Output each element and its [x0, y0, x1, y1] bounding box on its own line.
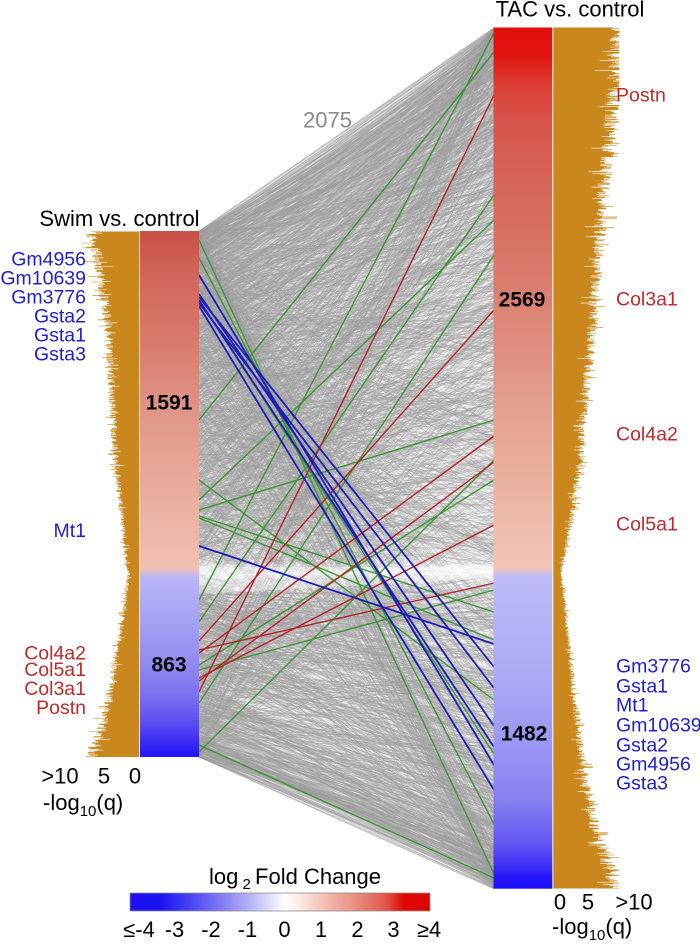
svg-text:≥4: ≥4 [417, 917, 441, 942]
svg-text:0: 0 [129, 764, 141, 789]
svg-text:Gm3776: Gm3776 [616, 656, 691, 678]
svg-text:-3: -3 [165, 917, 185, 942]
svg-text:5: 5 [582, 890, 594, 915]
svg-text:1: 1 [315, 917, 327, 942]
svg-text:-1: -1 [238, 917, 258, 942]
svg-text:Gsta2: Gsta2 [616, 735, 668, 757]
svg-text:Mt1: Mt1 [616, 695, 649, 717]
svg-text:Col5a1: Col5a1 [616, 514, 678, 536]
svg-text:Gm10639: Gm10639 [616, 715, 700, 737]
svg-text:1591: 1591 [146, 392, 193, 415]
svg-text:≤-4: ≤-4 [123, 917, 155, 942]
svg-text:log 2 Fold Change: log 2 Fold Change [209, 864, 381, 893]
svg-text:2: 2 [351, 917, 363, 942]
svg-text:Gsta2: Gsta2 [34, 306, 86, 328]
svg-text:0: 0 [554, 890, 566, 915]
svg-text:Gm3776: Gm3776 [11, 287, 86, 309]
svg-text:Gsta1: Gsta1 [34, 325, 86, 347]
svg-text:>10: >10 [615, 890, 652, 915]
svg-text:Gm10639: Gm10639 [0, 268, 86, 290]
svg-text:Col4a2: Col4a2 [24, 643, 86, 665]
svg-text:Col5a1: Col5a1 [24, 659, 86, 681]
svg-text:Gm4956: Gm4956 [616, 754, 691, 776]
svg-text:Col3a1: Col3a1 [24, 678, 86, 700]
svg-text:Gsta3: Gsta3 [616, 773, 668, 795]
svg-text:Col4a2: Col4a2 [616, 424, 678, 446]
svg-text:0: 0 [278, 917, 290, 942]
svg-text:TAC vs. control: TAC vs. control [496, 0, 645, 22]
svg-text:Postn: Postn [616, 85, 666, 107]
svg-text:Gm4956: Gm4956 [11, 249, 86, 271]
svg-text:5: 5 [98, 764, 110, 789]
svg-text:863: 863 [151, 654, 186, 677]
svg-text:Swim vs. control: Swim vs. control [39, 206, 199, 231]
svg-text:-2: -2 [201, 917, 221, 942]
svg-text:1482: 1482 [501, 723, 548, 746]
svg-text:2569: 2569 [499, 289, 546, 312]
svg-text:>10: >10 [41, 764, 78, 789]
svg-text:Gsta3: Gsta3 [34, 344, 86, 366]
svg-text:Postn: Postn [36, 697, 86, 719]
svg-text:2075: 2075 [303, 108, 352, 133]
svg-text:3: 3 [387, 917, 399, 942]
svg-text:Mt1: Mt1 [53, 520, 86, 542]
svg-text:Gsta1: Gsta1 [616, 676, 668, 698]
svg-text:Col3a1: Col3a1 [616, 289, 678, 311]
